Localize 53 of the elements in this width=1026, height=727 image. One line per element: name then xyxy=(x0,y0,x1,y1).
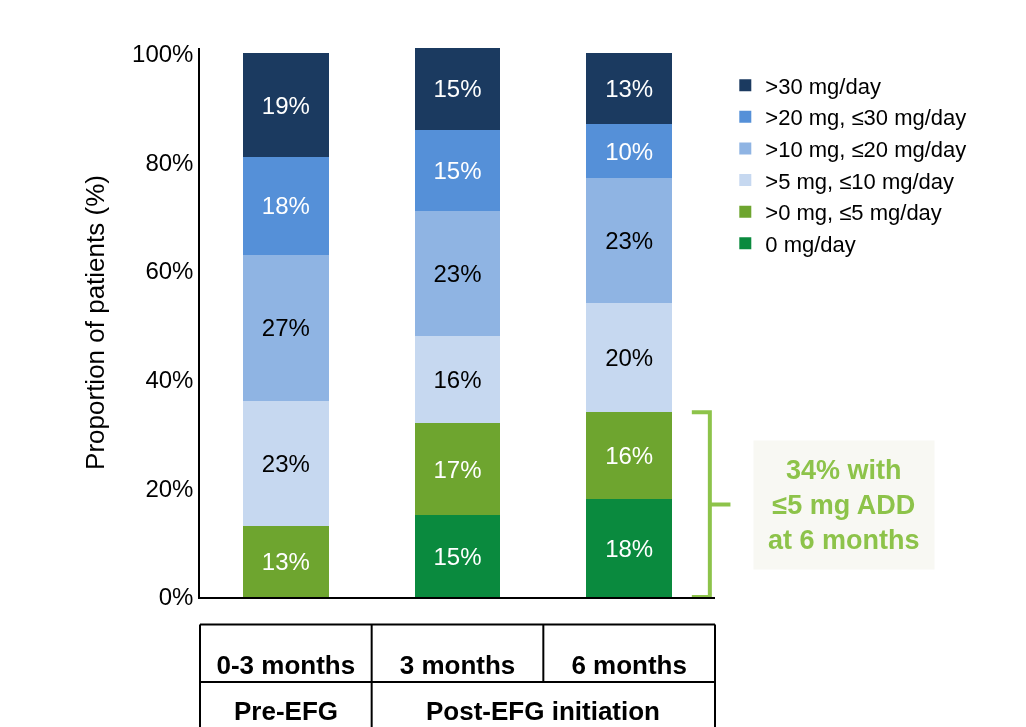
data-label: 27% xyxy=(261,314,310,342)
bar xyxy=(586,178,673,304)
legend-label: >0 mg, ≤5 mg/day xyxy=(765,200,942,226)
data-label: 15% xyxy=(433,542,482,570)
data-label: 16% xyxy=(605,442,654,470)
y-tick-label: 20% xyxy=(145,474,194,502)
bar xyxy=(242,156,329,255)
legend-label: >30 mg/day xyxy=(765,73,881,99)
bar xyxy=(242,53,329,157)
y-tick-label: 60% xyxy=(145,257,194,285)
bar xyxy=(414,211,501,337)
bar xyxy=(242,254,329,402)
text: Pre-EFG xyxy=(234,696,339,726)
y-tick-label: 80% xyxy=(145,148,194,176)
bar xyxy=(586,53,673,125)
data-label: 17% xyxy=(433,455,482,483)
text: Post-EFG initiation xyxy=(426,696,660,726)
text: 34% with ≤5 mg ADD at 6 months xyxy=(768,455,920,556)
data-label: 19% xyxy=(261,91,310,119)
data-label: 20% xyxy=(605,344,654,372)
bar xyxy=(414,48,501,130)
legend-label: >5 mg, ≤10 mg/day xyxy=(765,168,955,194)
bar xyxy=(414,515,501,597)
legend-label: >10 mg, ≤20 mg/day xyxy=(765,137,967,163)
data-label: 15% xyxy=(433,75,482,103)
data-label: 13% xyxy=(261,548,310,576)
data-label: 18% xyxy=(261,192,310,220)
data-label: 13% xyxy=(605,75,654,103)
bar xyxy=(414,423,501,516)
y-tick-label: 40% xyxy=(145,365,194,393)
x-tick-label: 3 months xyxy=(399,649,516,680)
data-label: 23% xyxy=(605,227,654,255)
legend-label: >20 mg, ≤30 mg/day xyxy=(765,105,967,131)
data-label: 10% xyxy=(605,137,654,165)
bar xyxy=(414,129,501,212)
data-label: 15% xyxy=(433,156,482,184)
data-label: 16% xyxy=(433,366,482,394)
bar xyxy=(586,303,673,413)
bar xyxy=(586,124,673,179)
data-label: 18% xyxy=(605,534,654,562)
data-label: 23% xyxy=(261,450,310,478)
legend-label: 0 mg/day xyxy=(765,231,856,257)
data-label: 23% xyxy=(433,260,482,288)
bar xyxy=(414,336,501,424)
x-tick-label: 6 months xyxy=(571,649,687,680)
bar xyxy=(242,401,329,527)
y-axis-title: Proportion of patients (%) xyxy=(79,175,110,470)
y-tick-label: 100% xyxy=(132,39,194,67)
bar xyxy=(242,526,329,597)
bar xyxy=(586,412,673,500)
x-tick-label: 0-3 months xyxy=(216,649,356,680)
bar xyxy=(586,499,673,597)
y-tick-label: 0% xyxy=(158,583,194,611)
